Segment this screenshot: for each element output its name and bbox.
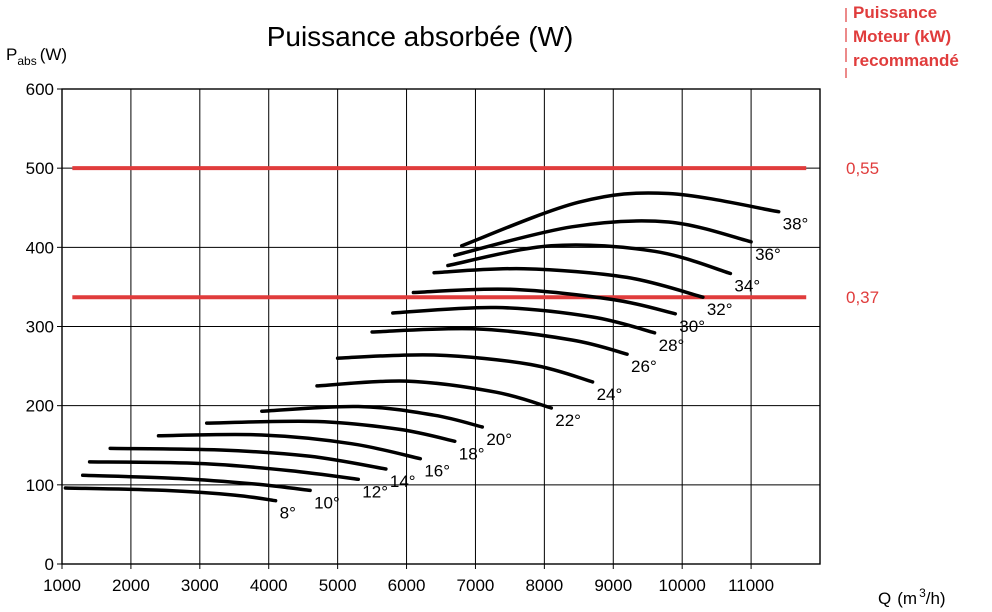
x-tick-label: 11000 [728, 576, 774, 595]
curve-line [108, 446, 388, 471]
y-tick-label: 600 [26, 80, 54, 99]
x-tick-label: 8000 [525, 576, 563, 595]
curve-line [370, 326, 629, 356]
curve-label: 32° [707, 300, 733, 319]
y-tick-label: 400 [26, 238, 54, 257]
x-tick-label: 6000 [388, 576, 426, 595]
x-axis-label-unit-open: (m [897, 589, 917, 608]
curve-label: 36° [755, 245, 781, 264]
y-tick-label: 100 [26, 476, 54, 495]
curve-label: 10° [314, 493, 340, 512]
reference-lines: 0,55 0,37 [72, 159, 879, 307]
power-curves: 8° 10° 12°14° 16° 18°20° 22° 24° 26°28°30°32°34… [63, 191, 809, 523]
x-axis-label-main: Q [878, 589, 891, 608]
curve-22-deg: 22° [315, 379, 581, 430]
curve-26-deg: 26° [370, 326, 657, 376]
y-axis-label: Pabs (W) [6, 45, 67, 68]
y-tick-label: 300 [26, 318, 54, 337]
curve-line [432, 266, 705, 299]
curve-label: 30° [679, 317, 705, 336]
reference-line-label: 0,37 [846, 288, 879, 307]
curve-line [453, 219, 753, 258]
curve-label: 24° [597, 385, 623, 404]
reference-line-label: 0,55 [846, 159, 879, 178]
curve-line [459, 191, 781, 248]
x-tick-label: 7000 [457, 576, 495, 595]
curve-14-deg: 14° [108, 446, 416, 491]
curve-10-deg: 10° [80, 473, 340, 512]
x-axis-label-unit-close: /h) [926, 589, 946, 608]
x-tick-label: 10000 [659, 576, 706, 595]
right-title-line-2: Moteur (kW) [853, 27, 951, 46]
x-axis-label-superscript: 3 [919, 586, 926, 600]
curve-label: 8° [280, 504, 296, 523]
x-tick-label: 4000 [250, 576, 288, 595]
curve-12-deg: 12° [87, 460, 388, 501]
x-tick-label: 5000 [319, 576, 357, 595]
curve-8-deg: 8° [63, 486, 296, 523]
x-axis-label: Q (m 3/h) [878, 586, 946, 608]
curve-30-deg: 30° [411, 287, 705, 336]
curve-line [446, 243, 733, 276]
curve-32-deg: 32° [432, 266, 733, 319]
curve-24-deg: 24° [335, 353, 623, 404]
curve-line [411, 287, 678, 316]
x-tick-label: 3000 [181, 576, 219, 595]
curve-line [204, 419, 457, 444]
x-tick-label: 2000 [112, 576, 150, 595]
x-tick-label: 1000 [43, 576, 81, 595]
tick-labels: 1000 2000 3000 4000 5000 6000 7000 8000 9000 1000… [26, 80, 774, 595]
curve-label: 34° [734, 276, 760, 295]
y-tick-label: 0 [45, 555, 54, 574]
curve-line [260, 404, 485, 429]
curve-line [80, 473, 312, 493]
y-axis-label-subscript: abs [17, 54, 36, 68]
curve-label: 22° [555, 411, 581, 430]
curve-line [156, 432, 423, 461]
y-axis-label-unit: (W) [40, 45, 67, 64]
right-title-line-1: Puissance [853, 3, 937, 22]
right-axis-title: Puissance Moteur (kW) recommandé [845, 3, 959, 78]
curve-line [63, 486, 278, 503]
curve-20-deg: 20° [260, 404, 512, 449]
curve-34-deg: 34° [446, 243, 760, 295]
curve-16-deg: 16° [156, 432, 450, 481]
curve-line [335, 353, 595, 384]
right-title-line-3: recommandé [853, 51, 959, 70]
curve-label: 12° [362, 482, 388, 501]
curve-28-deg: 28° [391, 305, 685, 355]
curve-line [315, 379, 554, 410]
curve-18-deg: 18° [204, 419, 485, 463]
y-axis-label-main: P [6, 45, 17, 64]
y-tick-label: 500 [26, 159, 54, 178]
curve-line [391, 305, 657, 335]
x-tick-label: 9000 [594, 576, 632, 595]
curve-label: 18° [459, 444, 485, 463]
curve-label: 14° [390, 472, 416, 491]
plot-border [61, 88, 821, 565]
curve-label: 16° [424, 462, 450, 481]
chart-title: Puissance absorbée (W) [267, 21, 574, 52]
curve-36-deg: 36° [453, 219, 781, 264]
curve-label: 26° [631, 357, 657, 376]
plot-frame [61, 88, 821, 565]
curve-line [87, 460, 361, 482]
y-tick-label: 200 [26, 397, 54, 416]
curve-38-deg: 38° [459, 191, 809, 248]
curve-label: 28° [659, 336, 685, 355]
curve-label: 20° [486, 430, 512, 449]
curve-label: 38° [783, 215, 809, 234]
